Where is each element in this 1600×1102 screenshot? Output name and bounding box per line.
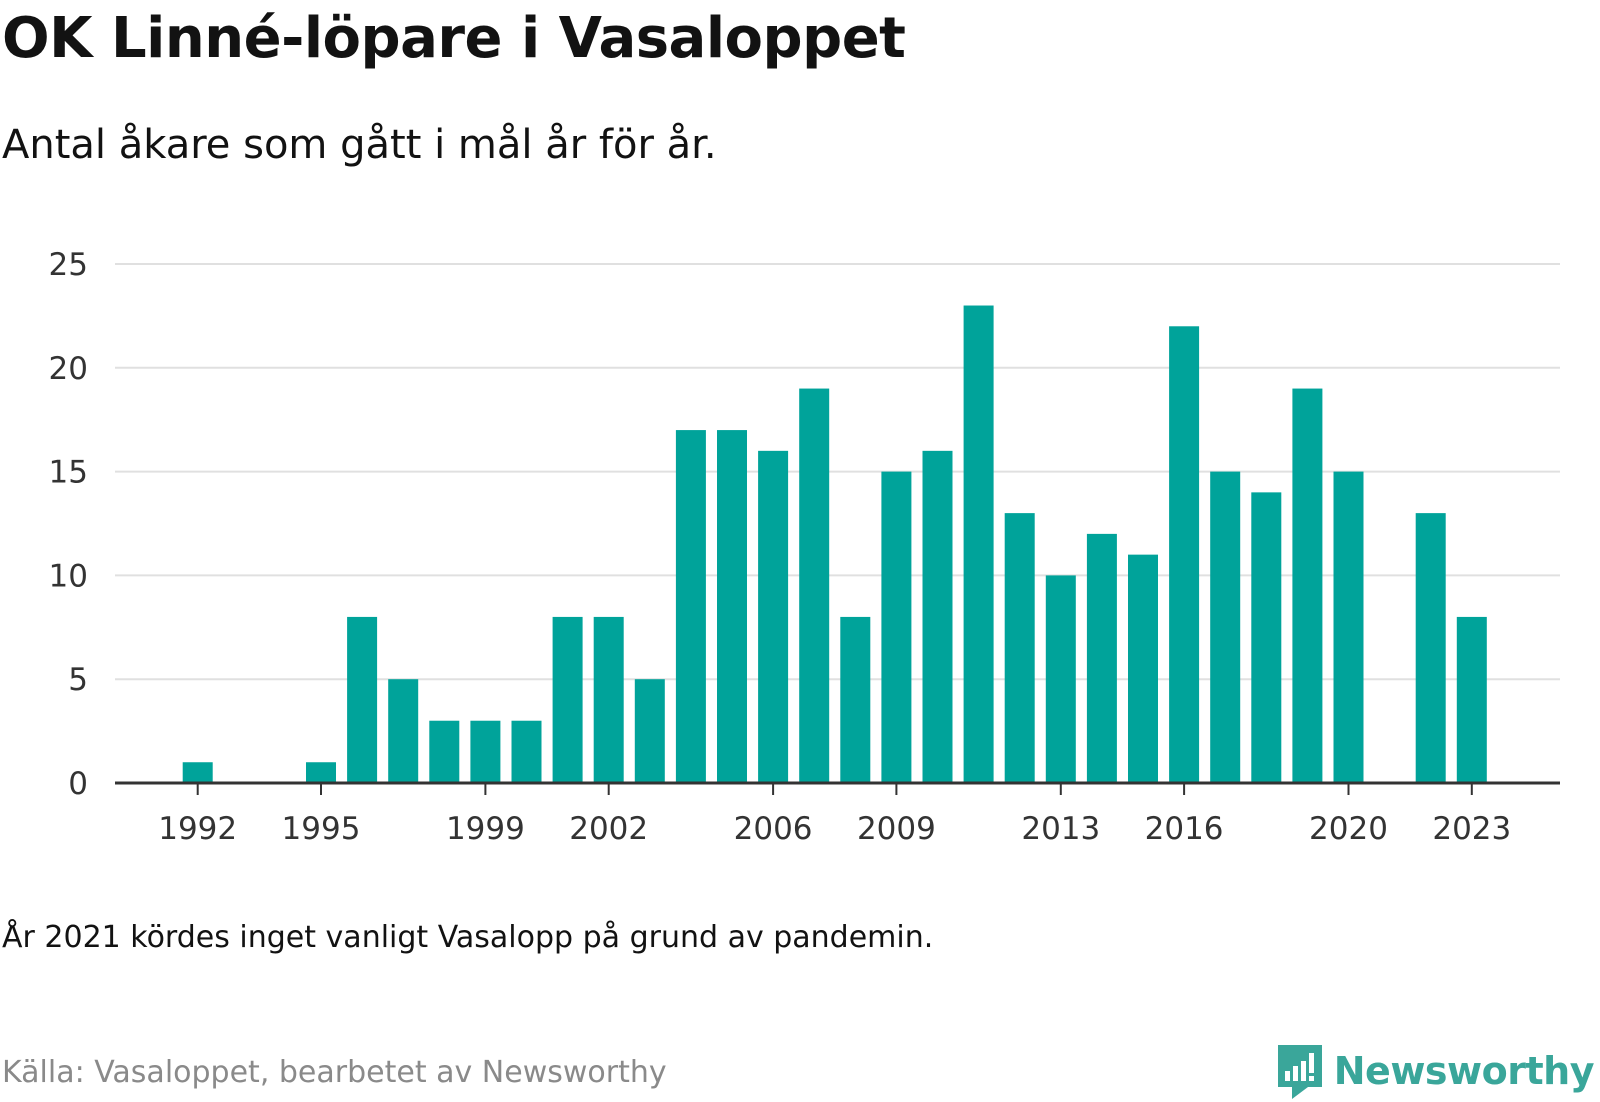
bar-2010 [922,450,953,783]
bar-2009 [881,471,912,783]
bar-2011 [963,305,994,783]
x-tick-labels: 1992 1995 1999 2002 2006 2009 2013 2016 2020 2023 [158,811,1511,847]
x-tick-label: 2013 [1021,811,1100,847]
bar-2023 [1456,616,1487,783]
bars [182,305,1487,783]
bar-1992 [182,762,213,783]
x-tick-label: 2020 [1309,811,1388,847]
x-tick-label: 1995 [282,811,361,847]
y-tick-label: 0 [68,766,88,802]
x-axis [115,781,1560,795]
y-tick-label: 25 [49,247,88,283]
bar-2016 [1169,326,1200,783]
bar-1999 [470,720,501,783]
bar-2012 [1004,513,1035,783]
y-tick-label: 10 [49,558,88,594]
bar-1997 [388,679,419,783]
x-tick-label: 2016 [1145,811,1224,847]
x-tick-label: 2006 [734,811,813,847]
bar-2020 [1333,471,1364,783]
bar-2000 [511,720,542,783]
bar-2015 [1128,554,1158,783]
x-tick-label: 1999 [446,811,525,847]
bar-chart: 0 5 10 15 20 25 1992 1995 1999 2002 2006 2009 2013 2… [49,247,1560,847]
x-tick-label: 1992 [158,811,237,847]
bar-2013 [1045,575,1076,783]
bar-2001 [552,616,583,783]
newsworthy-logo-icon [1277,1045,1322,1099]
y-tick-label: 20 [49,351,88,387]
bar-2003 [634,679,665,783]
y-tick-labels: 0 5 10 15 20 25 [49,247,88,802]
bar-1995 [306,762,336,783]
bar-2002 [593,616,624,783]
x-tick-label: 2002 [569,811,648,847]
brand-name: Newsworthy [1333,1049,1595,1093]
bar-2005 [717,430,747,783]
bar-2018 [1251,492,1282,783]
newsworthy-brand: Newsworthy [1274,1040,1595,1102]
bar-1996 [347,616,378,783]
bar-2008 [840,616,871,783]
bar-2006 [758,450,789,783]
bar-2014 [1086,533,1117,783]
bar-2004 [675,430,706,783]
x-tick-label: 2009 [857,811,936,847]
chart-subtitle: Antal åkare som gått i mål år för år. [2,122,717,168]
source-credit: Källa: Vasaloppet, bearbetet av Newswort… [2,1055,667,1090]
chart-title: OK Linné-löpare i Vasaloppet [2,6,906,71]
bar-1998 [429,720,460,783]
y-tick-label: 15 [49,455,88,491]
chart-note: År 2021 kördes inget vanligt Vasalopp på… [2,920,934,955]
y-tick-label: 5 [68,662,88,698]
bar-2007 [799,388,830,783]
x-tick-label: 2023 [1432,811,1511,847]
bar-2017 [1210,471,1241,783]
bar-2022 [1415,513,1446,783]
bar-2019 [1292,388,1323,783]
